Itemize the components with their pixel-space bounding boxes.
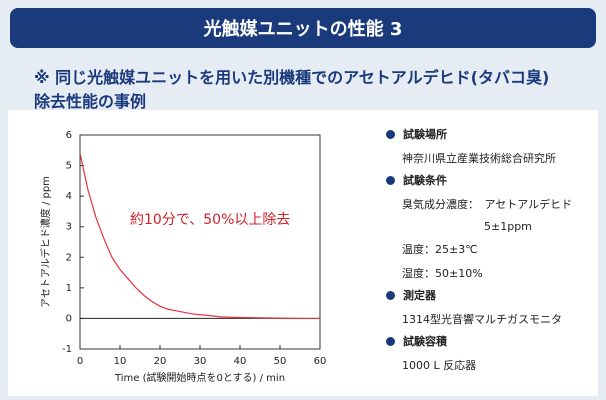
x-tick-label: 30 [194,356,207,367]
info-heading: 試験条件 [386,172,572,188]
x-tick-label: 10 [114,356,127,367]
info-list: 試験場所神奈川県立産業技術総合研究所試験条件臭気成分濃度： アセトアルデヒド 5±… [386,120,572,379]
y-tick-label: 2 [66,252,72,263]
x-tick-label: 40 [234,356,247,367]
x-tick-label: 0 [77,356,83,367]
x-tick-label: 20 [154,356,167,367]
info-heading: 試験容積 [386,333,572,349]
info-heading: 測定器 [386,287,572,303]
info-line: 温度：25±3℃ [402,243,478,256]
y-tick-label: 5 [66,161,72,172]
info-line: 5±1ppm [484,220,532,233]
data-line [79,153,320,320]
info-heading: 試験場所 [386,126,572,142]
x-tick-label: 60 [314,356,327,367]
x-tick-label: 50 [274,356,287,367]
y-tick-label: 4 [66,191,72,202]
subtitle: 除去性能の事例 [34,92,147,111]
y-tick-label: 0 [66,313,72,324]
x-axis-label: Time (試験開始時点を0とする) / min [114,371,285,384]
info-line: 神奈川県立産業技術総合研究所 [402,152,556,165]
info-line: 臭気成分濃度： アセトアルデヒド [402,198,573,211]
plot-frame [79,134,321,350]
info-line: 1314型光音響マルチガスモニタ [402,313,562,326]
y-axis-label: アセトアルデヒド濃度 / ppm [39,176,52,308]
y-tick-label: 6 [66,130,72,141]
title-banner: 光触媒ユニットの性能 3 [10,8,596,48]
subtitle: ※ 同じ光触媒ユニットを用いた別機種でのアセトアルデヒド(タバコ臭) [34,68,550,87]
info-line: 湿度：50±10% [402,267,483,280]
info-line: 1000 L 反応器 [402,359,477,372]
annotation: 約10分で、50%以上除去 [130,212,290,228]
y-tick-label: 1 [66,283,72,294]
y-tick-label: -1 [62,344,72,355]
y-tick-label: 3 [66,222,72,233]
